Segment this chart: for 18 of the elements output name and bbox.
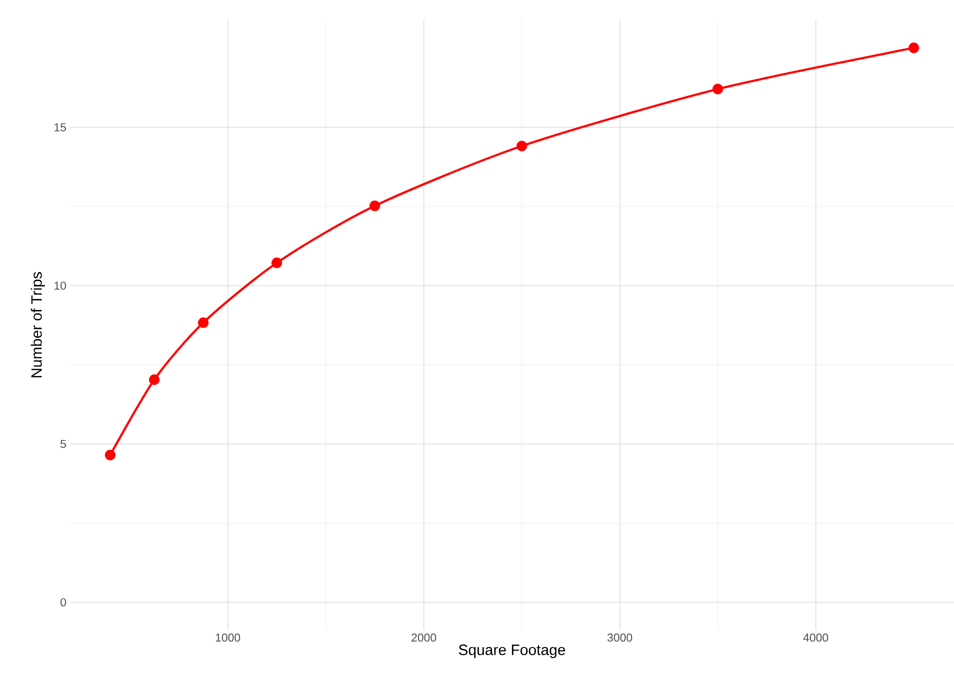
point [198,317,209,328]
x-tick-label: 2000 [412,634,436,642]
point [712,84,724,94]
x-tick-label: 1000 [216,634,240,642]
x-axis-title: Square Footage [458,644,566,658]
point [148,374,160,385]
point [908,42,920,54]
y-tick-label: 0 [60,598,66,606]
y-tick-label: 5 [60,440,66,448]
y-tick-label: 10 [54,282,66,290]
x-tick-label: 4000 [803,634,828,642]
point [104,450,116,460]
point [369,200,380,212]
x-tick-label: 3000 [607,634,632,642]
point [516,140,528,152]
y-axis-title: Number of Trips [30,272,45,378]
y-tick-label: 15 [54,123,66,132]
point [271,258,282,268]
